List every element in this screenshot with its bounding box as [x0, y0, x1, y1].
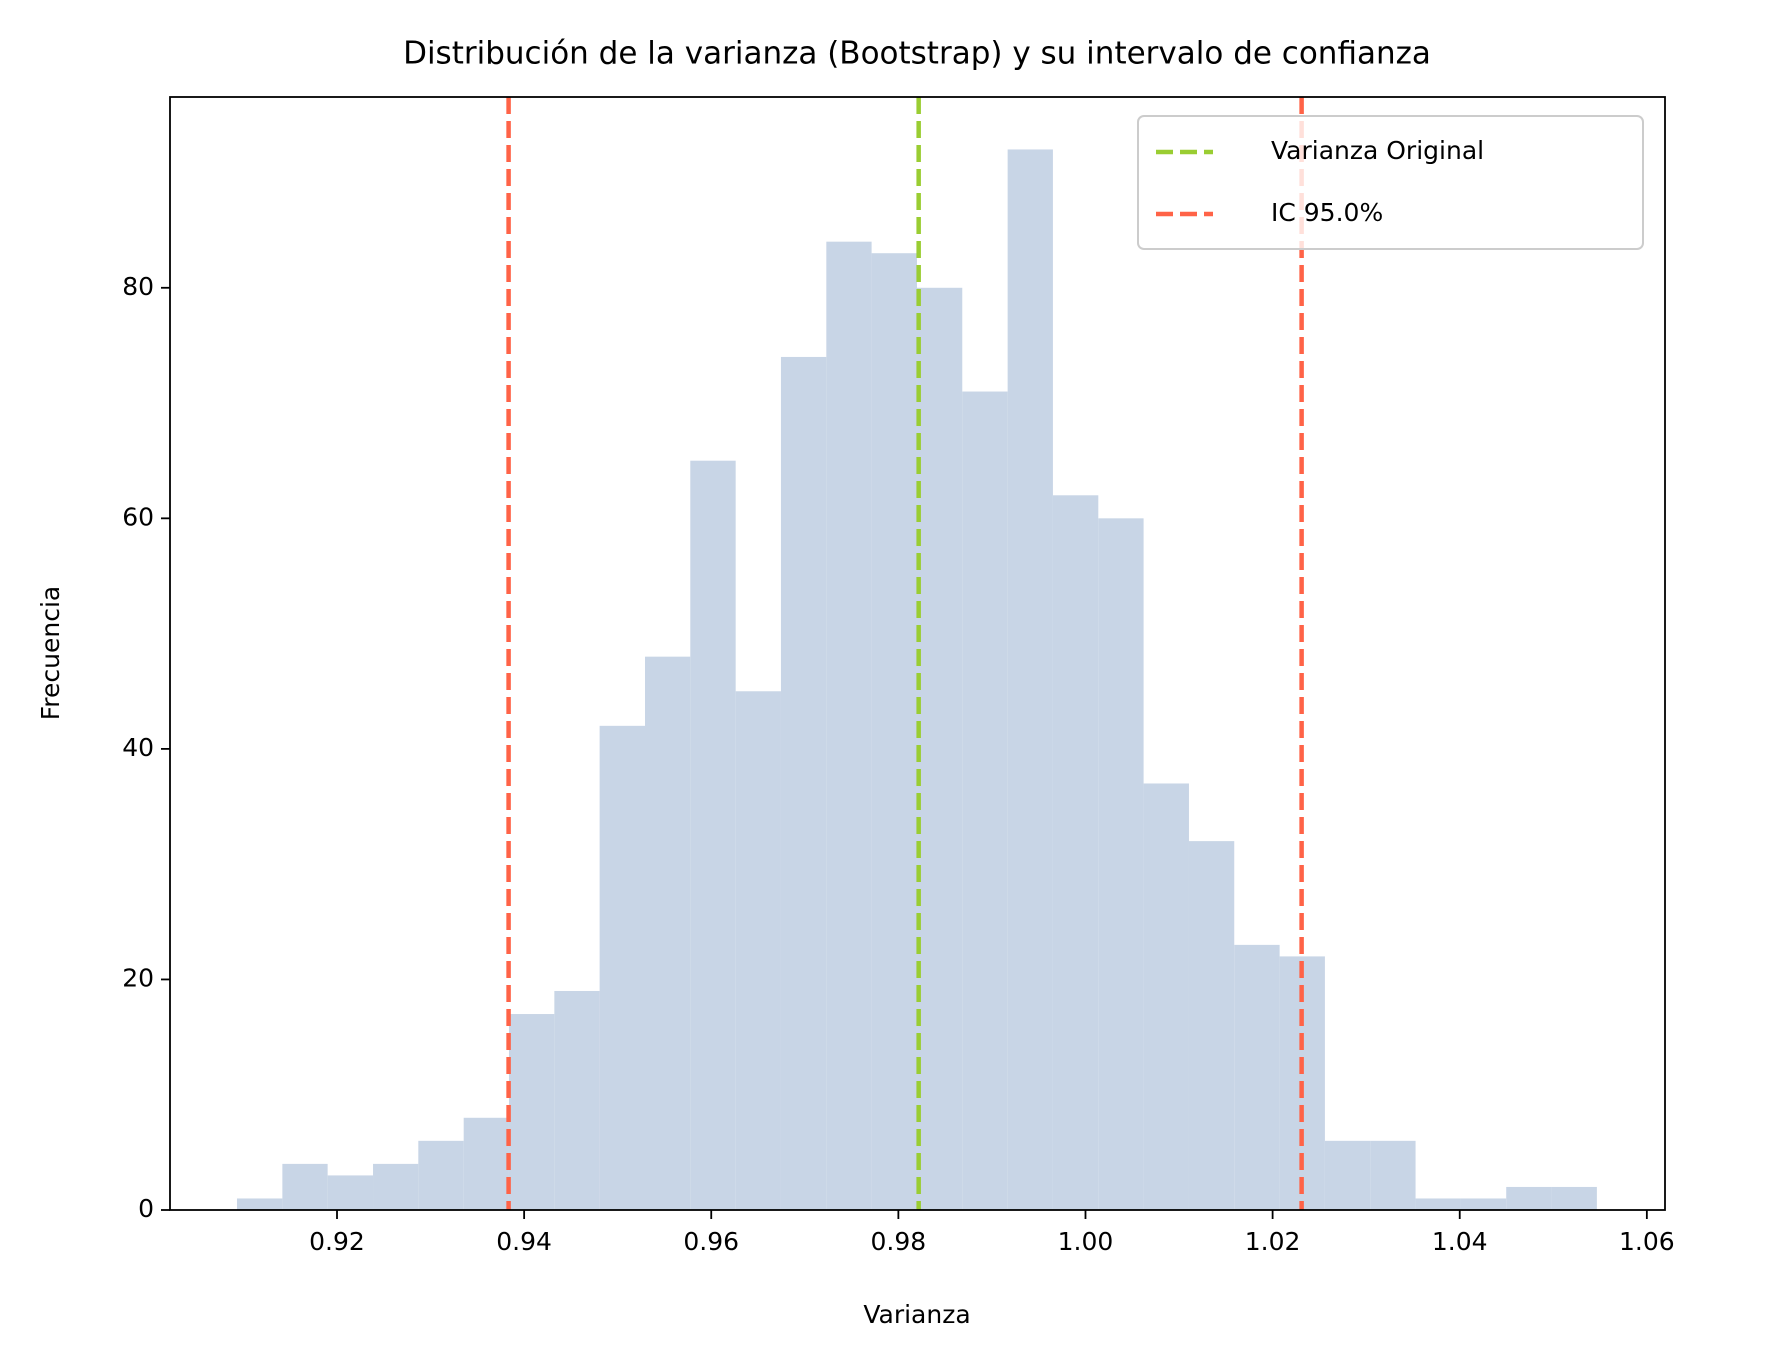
- bar: [690, 460, 736, 1211]
- bar: [1370, 1140, 1416, 1210]
- legend-box: [1137, 115, 1644, 250]
- bar: [871, 253, 917, 1210]
- bar: [735, 691, 781, 1210]
- bar: [1052, 495, 1099, 1210]
- bar: [418, 1140, 464, 1210]
- x-tick-label: 1.00: [1058, 1227, 1114, 1256]
- bar: [1324, 1140, 1371, 1210]
- legend-label: IC 95.0%: [1271, 198, 1383, 227]
- bar: [826, 241, 872, 1210]
- axes-frame: [169, 96, 1666, 1211]
- y-tick-label: 40: [122, 733, 154, 762]
- bar: [916, 287, 963, 1210]
- bar: [780, 356, 827, 1210]
- bar: [554, 990, 600, 1210]
- bar: [1007, 149, 1053, 1211]
- y-tick-label: 60: [122, 502, 154, 531]
- bar: [508, 1014, 555, 1210]
- x-tick-label: 0.98: [871, 1227, 927, 1256]
- y-tick-label: 80: [122, 272, 154, 301]
- bar: [1098, 518, 1144, 1210]
- bar: [1415, 1198, 1461, 1210]
- bar: [1188, 841, 1235, 1210]
- bar: [1551, 1186, 1597, 1210]
- x-axis-label: Varianza: [863, 1300, 970, 1329]
- bar: [282, 1163, 328, 1210]
- y-axis-label: Frecuencia: [36, 586, 65, 721]
- x-tick-label: 1.06: [1619, 1227, 1675, 1256]
- x-tick-label: 1.02: [1245, 1227, 1301, 1256]
- bar: [1506, 1186, 1552, 1210]
- legend-label: Varianza Original: [1271, 136, 1484, 165]
- bar: [373, 1163, 419, 1210]
- bar: [599, 725, 646, 1210]
- legend: Varianza Original IC 95.0%: [1137, 115, 1644, 250]
- bar: [1234, 944, 1280, 1210]
- bar: [463, 1117, 509, 1210]
- x-tick-label: 0.96: [683, 1227, 739, 1256]
- bar: [236, 1198, 283, 1210]
- bar: [645, 656, 691, 1210]
- chart-title: Distribución de la varianza (Bootstrap) …: [403, 36, 1431, 72]
- y-tick-label: 0: [138, 1194, 154, 1223]
- bar: [962, 391, 1008, 1210]
- bar: [327, 1175, 374, 1210]
- x-tick-label: 0.94: [496, 1227, 552, 1256]
- bar: [1460, 1198, 1507, 1210]
- y-tick-label: 20: [122, 963, 154, 992]
- bar: [1143, 783, 1189, 1210]
- x-tick-label: 0.92: [309, 1227, 365, 1256]
- x-tick-label: 1.04: [1432, 1227, 1488, 1256]
